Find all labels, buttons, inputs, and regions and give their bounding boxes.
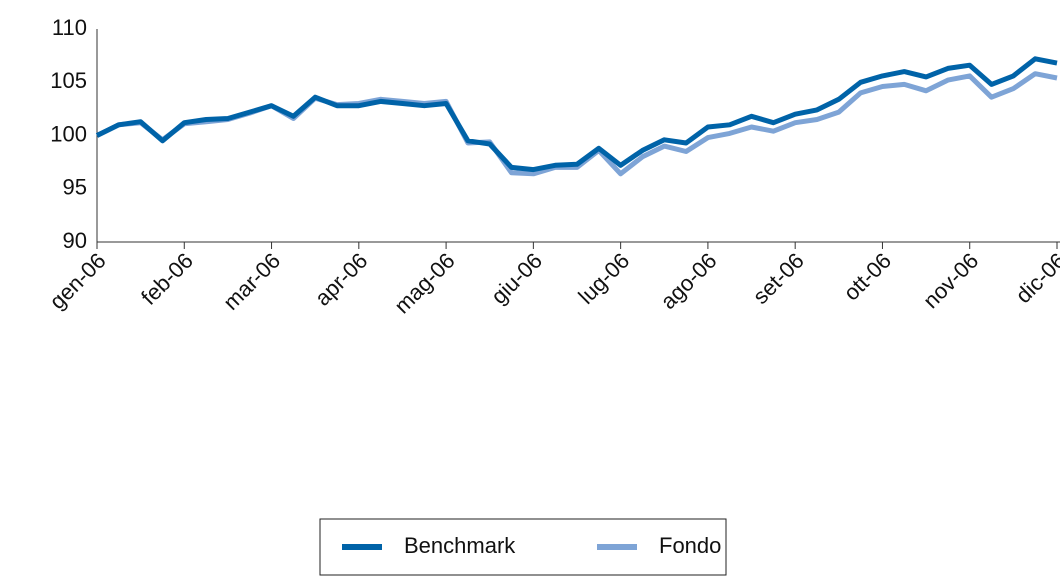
x-tick-label: gen-06 (45, 248, 111, 314)
y-tick-label: 110 (52, 15, 87, 40)
y-tick-label: 90 (63, 228, 87, 253)
x-tick-label: giu-06 (486, 248, 547, 309)
legend-label: Benchmark (404, 533, 516, 558)
legend-label: Fondo (659, 533, 721, 558)
legend-box (319, 518, 727, 576)
x-tick-label: set-06 (748, 248, 809, 309)
x-tick-label: mar-06 (218, 248, 285, 315)
x-tick-label: ott-06 (839, 248, 896, 305)
x-tick-label: ago-06 (655, 248, 721, 314)
y-tick-label: 105 (50, 68, 87, 93)
y-tick-label: 95 (63, 175, 87, 200)
x-tick-label: apr-06 (310, 248, 373, 311)
x-tick-label: dic-06 (1011, 248, 1060, 308)
x-tick-label: feb-06 (136, 248, 198, 310)
x-tick-label: nov-06 (918, 248, 983, 313)
x-tick-label: lug-06 (573, 248, 634, 309)
series-line (95, 56, 1058, 173)
series-line (95, 71, 1058, 177)
y-tick-label: 100 (50, 121, 87, 146)
x-tick-label: mag-06 (389, 248, 459, 318)
